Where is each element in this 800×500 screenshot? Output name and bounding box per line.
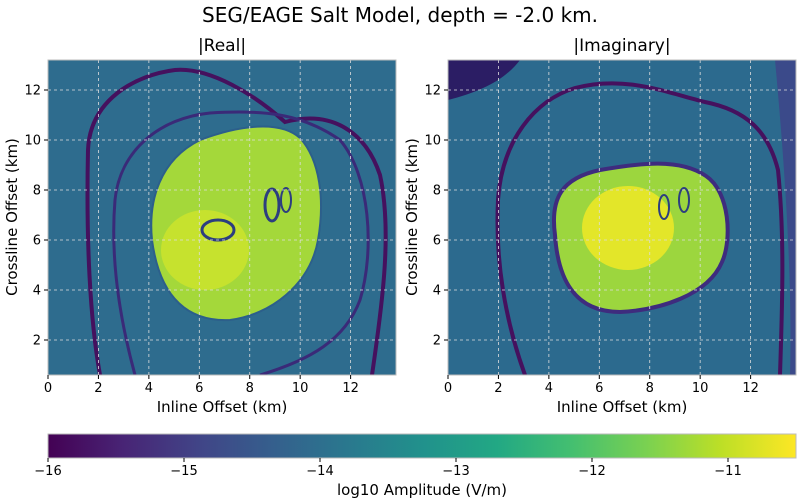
panel-real-ytick-label: 4 bbox=[33, 284, 41, 299]
panel-real-xtick-label: 12 bbox=[342, 381, 359, 396]
colorbar: −16 −15 −14 −13 −12 −11 log10 Amplitude (V/m) bbox=[34, 433, 797, 499]
panel-imaginary-salt-peak bbox=[582, 186, 674, 270]
panel-imaginary-minimum-loop-2 bbox=[678, 187, 690, 213]
colorbar-tick-label: −13 bbox=[442, 464, 469, 479]
colorbar-tick-label: −15 bbox=[170, 464, 197, 479]
panel-real-ytick-label: 12 bbox=[24, 84, 41, 99]
colorbar-tick-label: −12 bbox=[578, 464, 605, 479]
panel-imaginary-xtick-label: 12 bbox=[742, 381, 759, 396]
panel-real-salt-peak bbox=[161, 210, 249, 290]
panel-imaginary-xtick-label: 0 bbox=[444, 381, 452, 396]
panel-real-frame bbox=[47, 59, 397, 376]
panel-imaginary-xtick-label: 8 bbox=[646, 381, 654, 396]
panel-real-heatmap bbox=[48, 60, 396, 375]
panel-imaginary-ytick-label: 8 bbox=[433, 184, 441, 199]
panel-imaginary-ytick-label: 4 bbox=[433, 284, 441, 299]
panel-imaginary-heatmap bbox=[448, 60, 796, 375]
panel-real-xtick-label: 10 bbox=[292, 381, 309, 396]
panel-imaginary-yticks: 2 4 6 8 10 12 bbox=[424, 84, 448, 349]
panel-imaginary-ytick-label: 6 bbox=[433, 234, 441, 249]
panel-real-grid bbox=[48, 60, 396, 375]
panel-real-xtick-label: 4 bbox=[145, 381, 153, 396]
panel-imaginary-frame bbox=[447, 59, 797, 376]
panel-imaginary-xtick-label: 10 bbox=[692, 381, 709, 396]
panel-imaginary: |Imaginary| 0 2 4 6 8 10 12 2 4 6 8 10 12 Inline Of… bbox=[403, 36, 797, 416]
colorbar-gradient bbox=[47, 433, 797, 459]
panel-real-title: |Real| bbox=[198, 36, 246, 56]
panel-imaginary-xtick-label: 6 bbox=[595, 381, 603, 396]
panel-imaginary-xticks: 0 2 4 6 8 10 12 bbox=[444, 375, 759, 396]
panel-imaginary-xtick-label: 4 bbox=[545, 381, 553, 396]
panel-real-minimum-loop-2 bbox=[263, 187, 281, 223]
colorbar-tick-label: −14 bbox=[306, 464, 333, 479]
panel-imaginary-outer-ring bbox=[495, 81, 785, 375]
panel-real-yticks: 2 4 6 8 10 12 bbox=[24, 84, 48, 349]
panel-imaginary-ytick-label: 12 bbox=[424, 84, 441, 99]
panel-imaginary-grid bbox=[448, 60, 796, 375]
panel-imaginary-xtick-label: 2 bbox=[494, 381, 502, 396]
panel-real-inner-ring bbox=[112, 110, 370, 375]
panel-imaginary-ytick-label: 2 bbox=[433, 334, 441, 349]
panel-real-ytick-label: 8 bbox=[33, 184, 41, 199]
panel-imaginary-ylabel: Crossline Offset (km) bbox=[403, 138, 421, 296]
panel-real-xtick-label: 6 bbox=[195, 381, 203, 396]
colorbar-tick-label: −16 bbox=[34, 464, 61, 479]
panel-imaginary-xlabel: Inline Offset (km) bbox=[557, 398, 688, 416]
panel-real-ylabel: Crossline Offset (km) bbox=[3, 138, 21, 296]
colorbar-label: log10 Amplitude (V/m) bbox=[337, 481, 507, 499]
panel-imaginary-right-edge bbox=[775, 60, 796, 375]
figure-suptitle: SEG/EAGE Salt Model, depth = -2.0 km. bbox=[202, 3, 598, 27]
panel-real-ytick-label: 2 bbox=[33, 334, 41, 349]
colorbar-ticks: −16 −15 −14 −13 −12 −11 bbox=[34, 458, 742, 479]
panel-real-xtick-label: 2 bbox=[94, 381, 102, 396]
panel-imaginary-minimum-loop-1 bbox=[658, 194, 670, 220]
panel-real-minimum-loop-3 bbox=[280, 187, 292, 213]
panel-real-xtick-label: 0 bbox=[44, 381, 52, 396]
panel-imaginary-ytick-label: 10 bbox=[424, 134, 441, 149]
panel-real-ytick-label: 6 bbox=[33, 234, 41, 249]
colorbar-tick-label: −11 bbox=[714, 464, 741, 479]
panel-real-outer-ring bbox=[85, 67, 388, 375]
panel-real-xlabel: Inline Offset (km) bbox=[157, 398, 288, 416]
panel-real-ytick-label: 10 bbox=[24, 134, 41, 149]
panel-real-xticks: 0 2 4 6 8 10 12 bbox=[44, 375, 359, 396]
panel-real-xtick-label: 8 bbox=[246, 381, 254, 396]
panel-real: |Real| 0 2 4 6 8 10 12 2 4 6 8 10 12 Inline Offset … bbox=[3, 36, 397, 416]
panel-imaginary-title: |Imaginary| bbox=[573, 36, 670, 56]
